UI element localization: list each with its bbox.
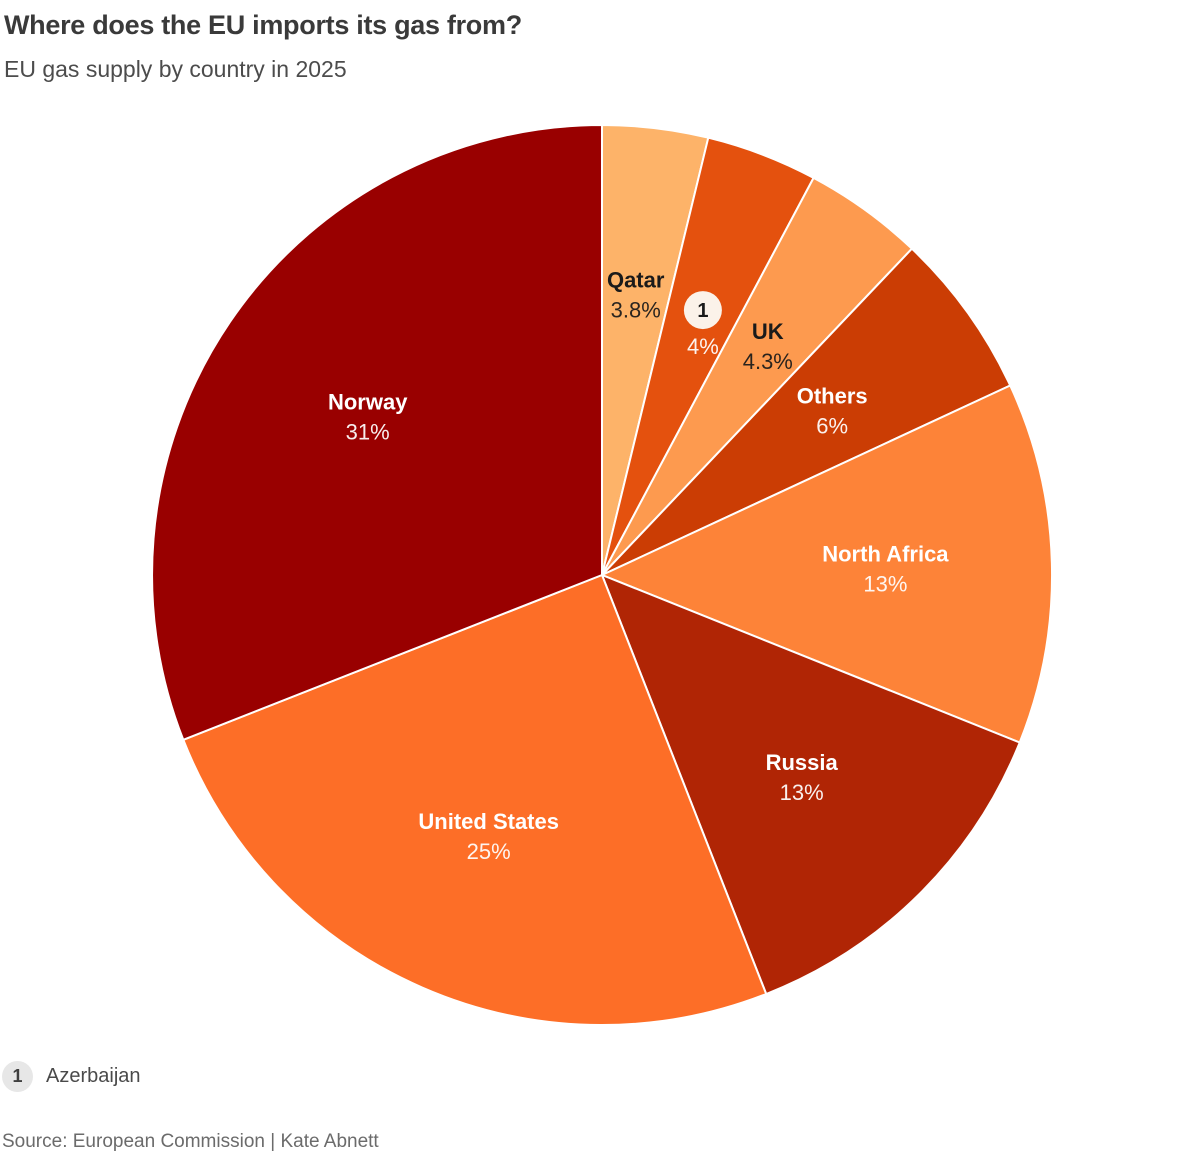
pie-chart: Qatar 3.8% 1 4% UK 4.3%Others 6% North Africa 13… bbox=[151, 123, 1054, 1026]
chart-subtitle: EU gas supply by country in 2025 bbox=[4, 56, 347, 82]
pie-slice-united-states bbox=[182, 574, 768, 1026]
slice-label-norway: Norway bbox=[328, 389, 408, 414]
slice-label-others: Others bbox=[797, 384, 868, 409]
source-credit: Source: European Commission | Kate Abnet… bbox=[2, 1131, 379, 1152]
slice-label-qatar: Qatar bbox=[607, 268, 665, 293]
slice-value-others: 6% bbox=[816, 414, 848, 439]
slice-footnote-marker-azerbaijan: 1 bbox=[697, 300, 708, 322]
pie-slice-norway bbox=[151, 124, 603, 741]
slice-value-united-states: 25% bbox=[467, 839, 511, 864]
slice-label-united-states: United States bbox=[418, 809, 559, 834]
slice-label-russia: Russia bbox=[766, 750, 839, 775]
pie-slice-north-africa bbox=[601, 384, 1054, 744]
footnote-row: 1 Azerbaijan bbox=[2, 1061, 141, 1092]
slice-value-russia: 13% bbox=[780, 780, 824, 805]
pie-slice-others bbox=[601, 247, 1012, 576]
slice-label-north-africa: North Africa bbox=[822, 541, 949, 566]
slice-value-north-africa: 13% bbox=[863, 571, 907, 596]
slice-value-norway: 31% bbox=[346, 419, 390, 444]
chart-title: Where does the EU imports its gas from? bbox=[4, 10, 522, 40]
footnote-label: Azerbaijan bbox=[46, 1065, 141, 1087]
slice-value-azerbaijan: 4% bbox=[687, 334, 719, 359]
slice-footnote-badge-azerbaijan bbox=[683, 291, 722, 330]
footnote-badge: 1 bbox=[2, 1061, 33, 1092]
pie-slice-russia bbox=[601, 574, 1021, 995]
slice-value-uk: 4.3% bbox=[743, 349, 793, 374]
slice-label-uk: UK bbox=[752, 319, 784, 344]
slice-value-qatar: 3.8% bbox=[611, 298, 661, 323]
